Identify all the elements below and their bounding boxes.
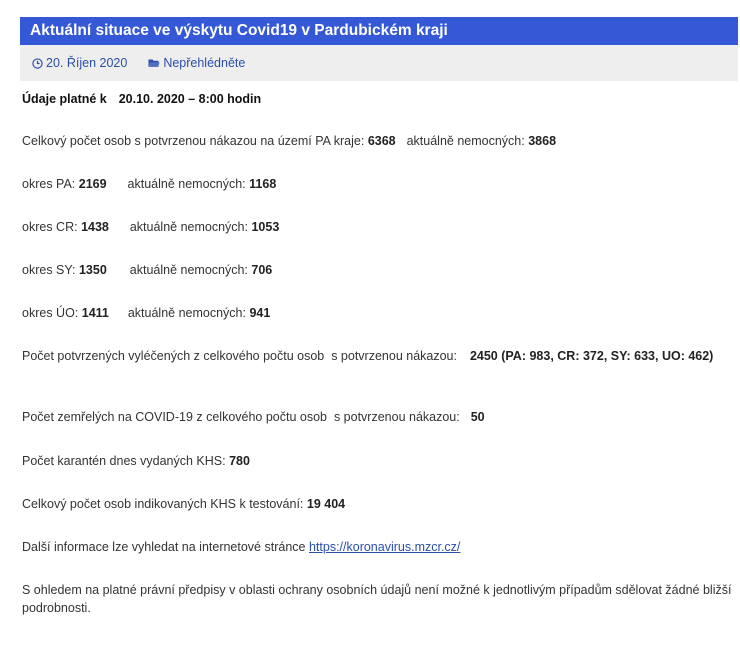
post-date[interactable]: 20. Říjen 2020 <box>46 56 128 70</box>
article-title[interactable]: Aktuální situace ve výskytu Covid19 v Pa… <box>30 22 448 39</box>
district-label: okres PA: <box>22 177 76 191</box>
recovered-label: Počet potvrzených vyléčených z celkového… <box>22 349 457 363</box>
district-label: okres ÚO: <box>22 306 79 320</box>
valid-label: Údaje platné k <box>22 92 107 106</box>
district-ill-value: 941 <box>249 306 271 320</box>
district-line: okres ÚO: 1411 aktuálně nemocných: 941 <box>22 304 734 322</box>
category-name[interactable]: Nepřehlédněte <box>163 56 246 70</box>
article-title-bar: Aktuální situace ve výskytu Covid19 v Pa… <box>20 17 738 45</box>
district-value: 1350 <box>78 263 107 277</box>
quarantine-value: 780 <box>229 454 250 468</box>
deaths-value: 50 <box>470 410 485 424</box>
recovered-line: Počet potvrzených vyléčených z celkového… <box>22 347 734 365</box>
district-value: 1411 <box>81 306 109 320</box>
post-date-link[interactable]: 20. Říjen 2020 <box>32 56 127 70</box>
valid-value: 20.10. 2020 – 8:00 hodin <box>118 92 262 106</box>
quarantine-label: Počet karantén dnes vydaných KHS: <box>22 454 226 468</box>
article-meta-bar: 20. Říjen 2020 Nepřehlédněte <box>20 45 738 81</box>
district-ill-label: aktuálně nemocných: <box>127 177 246 191</box>
total-ill-value: 3868 <box>528 134 557 148</box>
district-ill-value: 1168 <box>249 177 277 191</box>
clock-icon <box>32 57 43 69</box>
deaths-line: Počet zemřelých na COVID-19 z celkového … <box>22 408 734 426</box>
total-ill-label: aktuálně nemocných: <box>406 134 525 148</box>
district-label: okres SY: <box>22 263 76 277</box>
district-ill-label: aktuálně nemocných: <box>129 263 248 277</box>
recovered-value: 2450 (PA: 983, CR: 372, SY: 633, UO: 462… <box>469 349 714 363</box>
district-line: okres PA: 2169 aktuálně nemocných: 1168 <box>22 175 734 193</box>
district-ill-label: aktuálně nemocných: <box>127 306 246 320</box>
more-info-label: Další informace lze vyhledat na internet… <box>22 540 306 554</box>
district-label: okres CR: <box>22 220 78 234</box>
quarantine-line: Počet karantén dnes vydaných KHS: 780 <box>22 452 734 470</box>
district-line: okres CR: 1438 aktuálně nemocných: 1053 <box>22 218 734 236</box>
privacy-note: S ohledem na platné právní předpisy v ob… <box>22 583 732 615</box>
district-ill-value: 1053 <box>251 220 280 234</box>
category-link[interactable]: Nepřehlédněte <box>148 56 245 70</box>
more-info-link[interactable]: https://koronavirus.mzcr.cz/ <box>308 540 461 554</box>
district-ill-label: aktuálně nemocných: <box>129 220 248 234</box>
district-value: 1438 <box>81 220 109 234</box>
tested-line: Celkový počet osob indikovaných KHS k te… <box>22 495 734 513</box>
total-value: 6368 <box>367 134 396 148</box>
deaths-label: Počet zemřelých na COVID-19 z celkového … <box>22 410 460 424</box>
tested-value: 19 404 <box>306 497 346 511</box>
valid-date-line: Údaje platné k 20.10. 2020 – 8:00 hodin <box>22 90 734 108</box>
tested-label: Celkový počet osob indikovaných KHS k te… <box>22 497 304 511</box>
district-value: 2169 <box>78 177 107 191</box>
total-label: Celkový počet osob s potvrzenou nákazou … <box>22 134 365 148</box>
total-line: Celkový počet osob s potvrzenou nákazou … <box>22 132 734 150</box>
more-info-line: Další informace lze vyhledat na internet… <box>22 538 734 556</box>
district-ill-value: 706 <box>251 263 273 277</box>
district-line: okres SY: 1350 aktuálně nemocných: 706 <box>22 261 734 279</box>
folder-icon <box>148 58 160 68</box>
